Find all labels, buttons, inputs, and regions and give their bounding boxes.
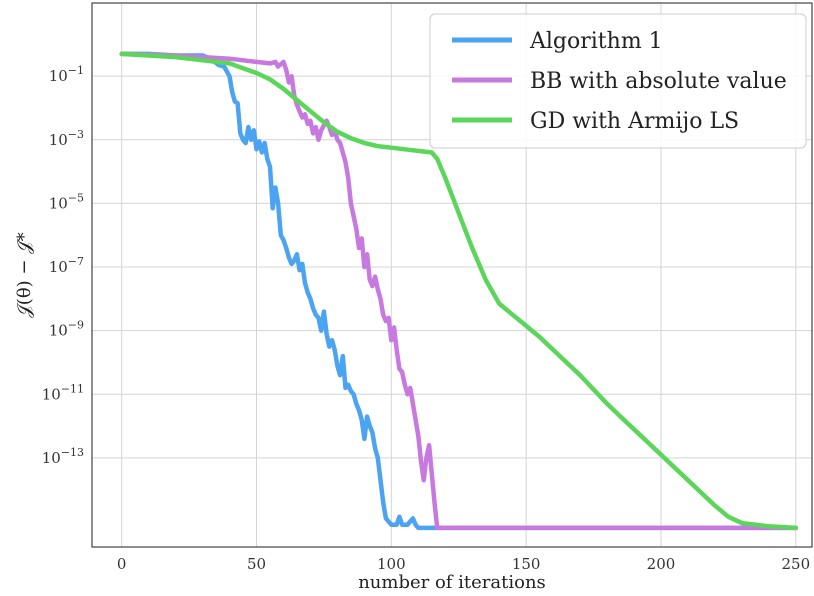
y-tick-label: 10−9 [49,319,84,340]
y-tick-label: 10−1 [49,64,84,85]
x-tick-label: 200 [647,555,676,573]
y-tick-label: 10−13 [42,446,84,467]
legend-label: Algorithm 1 [529,29,663,54]
x-tick-label: 100 [377,555,406,573]
y-tick-label: 10−5 [49,191,84,212]
legend-box [429,13,807,149]
grid-lines [92,3,812,547]
y-tick-labels: 10−1 10−3 10−5 10−7 10−9 10−11 10−13 [42,64,84,467]
plot-frame [91,2,813,548]
x-tick-label: 150 [512,555,541,573]
series-line [119,51,799,531]
legend-label: GD with Armijo LS [530,109,739,134]
x-tick-label: 250 [781,555,810,573]
legend-label: BB with absolute value [530,69,787,94]
series-line [119,51,799,531]
y-axis-label: 𝒥(θ) − 𝒥* [14,232,35,317]
x-tick-labels: 0 50 100 150 200 250 [117,555,810,573]
y-tick-label: 10−11 [42,382,84,403]
x-axis-label: number of iterations [358,572,546,593]
x-tick-label: 0 [117,555,127,573]
legend: Algorithm 1 BB with absolute value GD with… [429,13,807,149]
series-line [119,51,799,531]
series-lines [119,51,799,531]
y-tick-label: 10−3 [49,128,84,149]
y-tick-label: 10−7 [49,255,84,276]
x-tick-label: 50 [247,555,266,573]
